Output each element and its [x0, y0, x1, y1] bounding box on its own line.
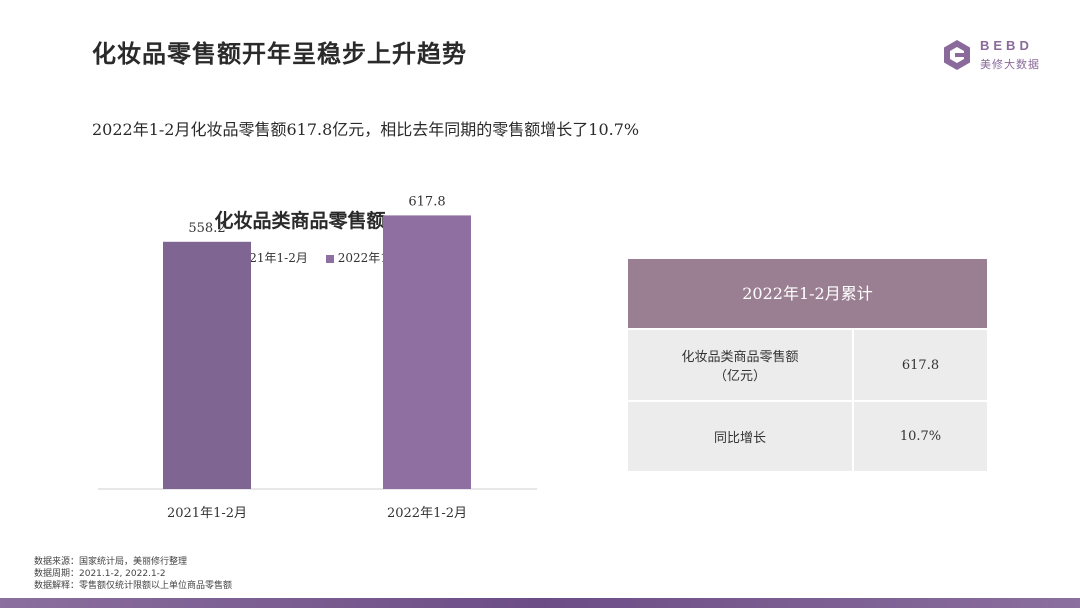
bebd-logo-icon — [944, 40, 970, 70]
page-title: 化妆品零售额开年呈稳步上升趋势 — [92, 40, 467, 68]
x-tick-label-1: 2022年1-2月 — [387, 506, 467, 521]
row-label-line1: 化妆品类商品零售额 — [681, 350, 799, 365]
table-header: 2022年1-2月累计 — [628, 259, 987, 328]
table-cell-label: 同比增长 — [628, 402, 854, 471]
bar-1 — [383, 215, 471, 489]
table-row: 同比增长 10.7% — [628, 402, 987, 471]
row-label-line2: （亿元） — [713, 369, 766, 384]
footnotes: 数据来源：国家统计局，美丽修行整理 数据周期：2021.1-2, 2022.1-… — [34, 556, 232, 592]
summary-table: 2022年1-2月累计 化妆品类商品零售额 （亿元） 617.8 同比增长 10… — [628, 259, 987, 471]
bar-0 — [163, 241, 251, 489]
legend-label-2021: 2021年1-2月 — [234, 251, 308, 265]
logo-subtitle: 美修大数据 — [980, 58, 1040, 71]
logo-text: BEBD — [980, 38, 1033, 53]
table-cell-value: 10.7% — [899, 429, 942, 444]
bottom-accent-bar — [0, 598, 1080, 608]
footnote-note: 数据解释：零售额仅统计限额以上单位商品零售额 — [34, 581, 233, 591]
footnote-period: 数据周期：2021.1-2, 2022.1-2 — [34, 569, 166, 579]
table-row: 化妆品类商品零售额 （亿元） 617.8 — [628, 330, 987, 400]
data-label-1: 617.8 — [408, 194, 445, 209]
footnote-source: 数据来源：国家统计局，美丽修行整理 — [34, 557, 188, 567]
data-label-0: 558.2 — [188, 221, 225, 236]
table-cell-value: 617.8 — [901, 357, 940, 373]
x-tick-label-0: 2021年1-2月 — [167, 506, 247, 521]
chart-title: 化妆品类商品零售额 — [214, 210, 386, 232]
summary-text: 2022年1-2月化妆品零售额617.8亿元，相比去年同期的零售额增长了10.7… — [92, 120, 640, 139]
table-cell-label: 化妆品类商品零售额 （亿元） — [628, 330, 854, 400]
legend-swatch-2022 — [325, 254, 334, 263]
brand-logo: BEBD 美修大数据 — [940, 36, 1050, 76]
